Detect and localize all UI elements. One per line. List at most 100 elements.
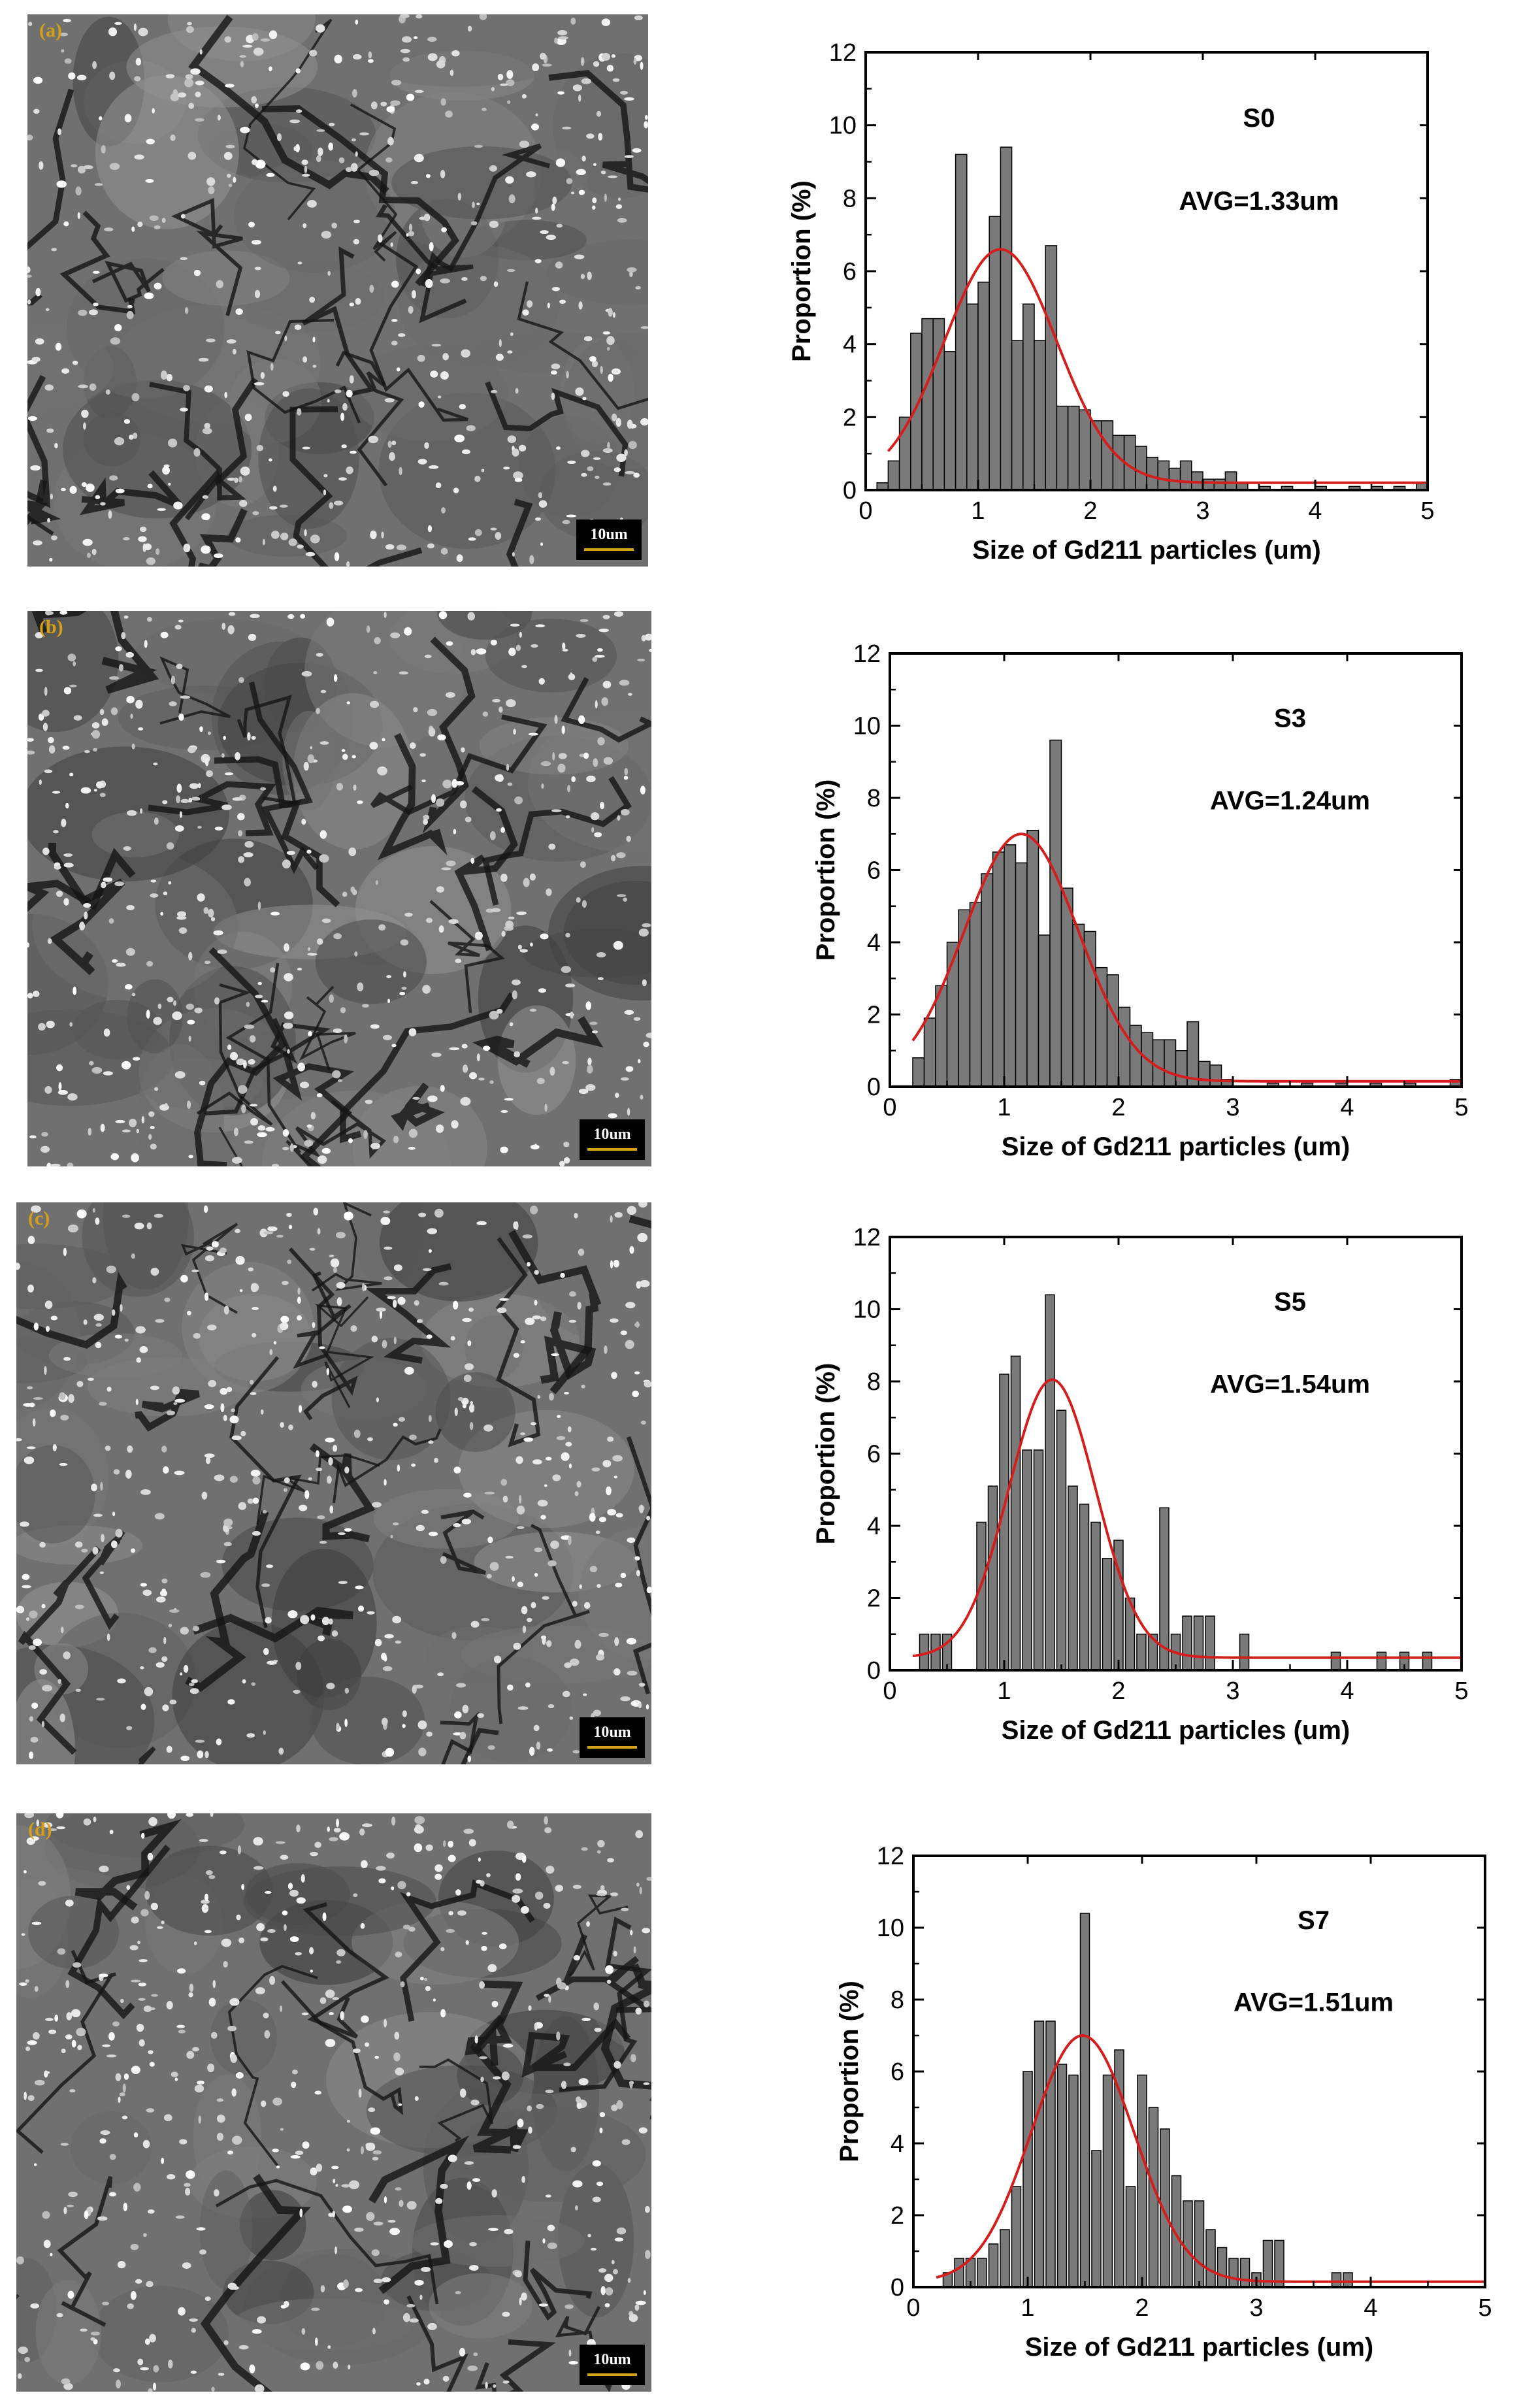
histogram-bar — [977, 282, 990, 491]
scale-bar-label: 10um — [593, 1126, 631, 1143]
histogram-bar — [1022, 303, 1035, 491]
histogram-bar — [1205, 2229, 1216, 2288]
x-axis-label: Size of Gd211 particles (um) — [1025, 2333, 1374, 2362]
histogram-bar — [1038, 934, 1051, 1087]
histogram-bar — [1102, 2074, 1113, 2288]
histogram-bar — [1045, 1294, 1055, 1671]
histogram-bar — [1079, 1913, 1090, 2288]
histogram-bar — [1015, 862, 1028, 1087]
histogram-bar — [1137, 2074, 1147, 2288]
histogram-bar — [910, 333, 923, 491]
x-axis-label: Size of Gd211 particles (um) — [1002, 1716, 1350, 1745]
histogram-bar — [1179, 460, 1192, 491]
scale-bar: 10um — [580, 1717, 645, 1758]
histogram-bar — [969, 902, 982, 1087]
panel-label: (a) — [39, 20, 62, 41]
histogram-s5: 0 1 2 3 4 5 0 2 4 6 8 10 12 Size of Gd211 particles (… — [779, 1224, 1481, 1755]
average-size-label: AVG=1.54um — [1210, 1370, 1370, 1399]
histogram-bar — [1068, 1485, 1078, 1671]
y-axis-label: Proportion (%) — [811, 780, 840, 961]
sample-label: S5 — [1274, 1288, 1306, 1317]
histogram-bar — [1213, 478, 1226, 491]
histogram-bar — [1034, 340, 1046, 491]
y-axis-label: Proportion (%) — [787, 180, 816, 362]
scale-bar-line — [587, 1148, 637, 1151]
histogram-bar — [1067, 405, 1080, 491]
x-tick-label: 4 — [1308, 497, 1322, 525]
y-axis-label: Proportion (%) — [811, 1363, 840, 1545]
x-tick-label: 0 — [883, 1677, 896, 1705]
histogram-s3: 0 1 2 3 4 5 0 2 4 6 8 10 12 Size of Gd211 particles (… — [779, 640, 1481, 1172]
x-tick-label: 0 — [883, 1094, 896, 1121]
histogram-bar — [1004, 844, 1017, 1087]
x-tick-label: 0 — [906, 2294, 920, 2322]
x-tick-label: 2 — [1111, 1677, 1125, 1705]
histogram-bar — [1194, 2200, 1205, 2288]
histogram-bar — [923, 1017, 936, 1087]
histogram-bar — [1083, 931, 1096, 1087]
y-tick-label: 10 — [853, 1296, 881, 1324]
histogram-bar — [1157, 460, 1170, 491]
histogram-bar — [1090, 1521, 1101, 1671]
micrograph-c: (c) 10um — [16, 1202, 651, 1764]
plot-frame — [889, 1236, 1463, 1672]
micrograph-a: (a) 10um — [27, 14, 648, 567]
histogram-bar — [1422, 1651, 1433, 1671]
x-tick-label: 3 — [1226, 1677, 1239, 1705]
histogram-bar — [1022, 2071, 1033, 2288]
x-tick-label: 5 — [1478, 2294, 1492, 2322]
scale-bar-line — [587, 2373, 637, 2376]
x-tick-label: 3 — [1249, 2294, 1263, 2322]
histogram-bar — [1010, 1355, 1021, 1671]
y-tick-label: 6 — [867, 857, 881, 885]
histogram-bar — [966, 303, 979, 491]
x-tick-label: 5 — [1454, 1094, 1468, 1121]
histogram-bar — [1056, 2064, 1068, 2288]
histogram-bar — [1011, 340, 1024, 491]
x-tick-label: 3 — [1226, 1094, 1239, 1121]
micrograph-b: (b) 10um — [27, 611, 651, 1166]
histogram-bar — [1125, 2186, 1136, 2288]
histogram-bar — [1228, 2258, 1239, 2288]
x-tick-label: 2 — [1111, 1094, 1125, 1121]
y-tick-label: 6 — [843, 258, 857, 286]
histogram-bar — [1060, 887, 1073, 1087]
y-tick-label: 0 — [843, 477, 857, 504]
histogram-bar — [1033, 1449, 1044, 1671]
histogram-bar — [992, 851, 1005, 1087]
histogram-bar — [1079, 409, 1091, 491]
histogram-bar — [1022, 1449, 1032, 1671]
y-tick-label: 12 — [853, 1224, 881, 1251]
scale-bar-label: 10um — [590, 526, 628, 543]
histogram-bar — [1034, 2020, 1045, 2288]
histogram-bar — [1193, 1615, 1204, 1671]
y-tick-label: 10 — [853, 713, 881, 740]
y-tick-label: 8 — [843, 185, 857, 212]
sample-label: S0 — [1243, 104, 1275, 133]
x-tick-label: 0 — [859, 497, 872, 525]
y-tick-label: 10 — [829, 112, 857, 140]
y-tick-label: 0 — [867, 1657, 881, 1685]
histogram-bar — [988, 2243, 999, 2288]
y-tick-label: 2 — [867, 1002, 881, 1029]
histogram-bar — [1376, 1651, 1387, 1671]
x-tick-label: 4 — [1340, 1094, 1354, 1121]
panel-label: (d) — [28, 1819, 52, 1840]
histogram-bar — [1136, 1634, 1147, 1671]
histogram-bar — [1056, 1410, 1067, 1671]
histogram-bar — [958, 909, 971, 1087]
x-tick-label: 1 — [971, 497, 985, 525]
histogram-bar — [1330, 1651, 1341, 1671]
histogram-bar — [1106, 974, 1119, 1087]
y-tick-label: 12 — [829, 39, 857, 67]
histogram-bar — [1224, 471, 1237, 491]
histogram-bar — [1000, 146, 1013, 491]
histogram-bar — [1056, 405, 1069, 491]
histogram-bar — [981, 873, 994, 1087]
scale-bar: 10um — [576, 520, 642, 560]
y-tick-label: 12 — [877, 1843, 904, 1870]
scale-bar-line — [587, 1746, 637, 1749]
histogram-bar — [1129, 1025, 1142, 1087]
histogram-bar — [1202, 478, 1215, 491]
histogram-bar — [1011, 2186, 1022, 2288]
